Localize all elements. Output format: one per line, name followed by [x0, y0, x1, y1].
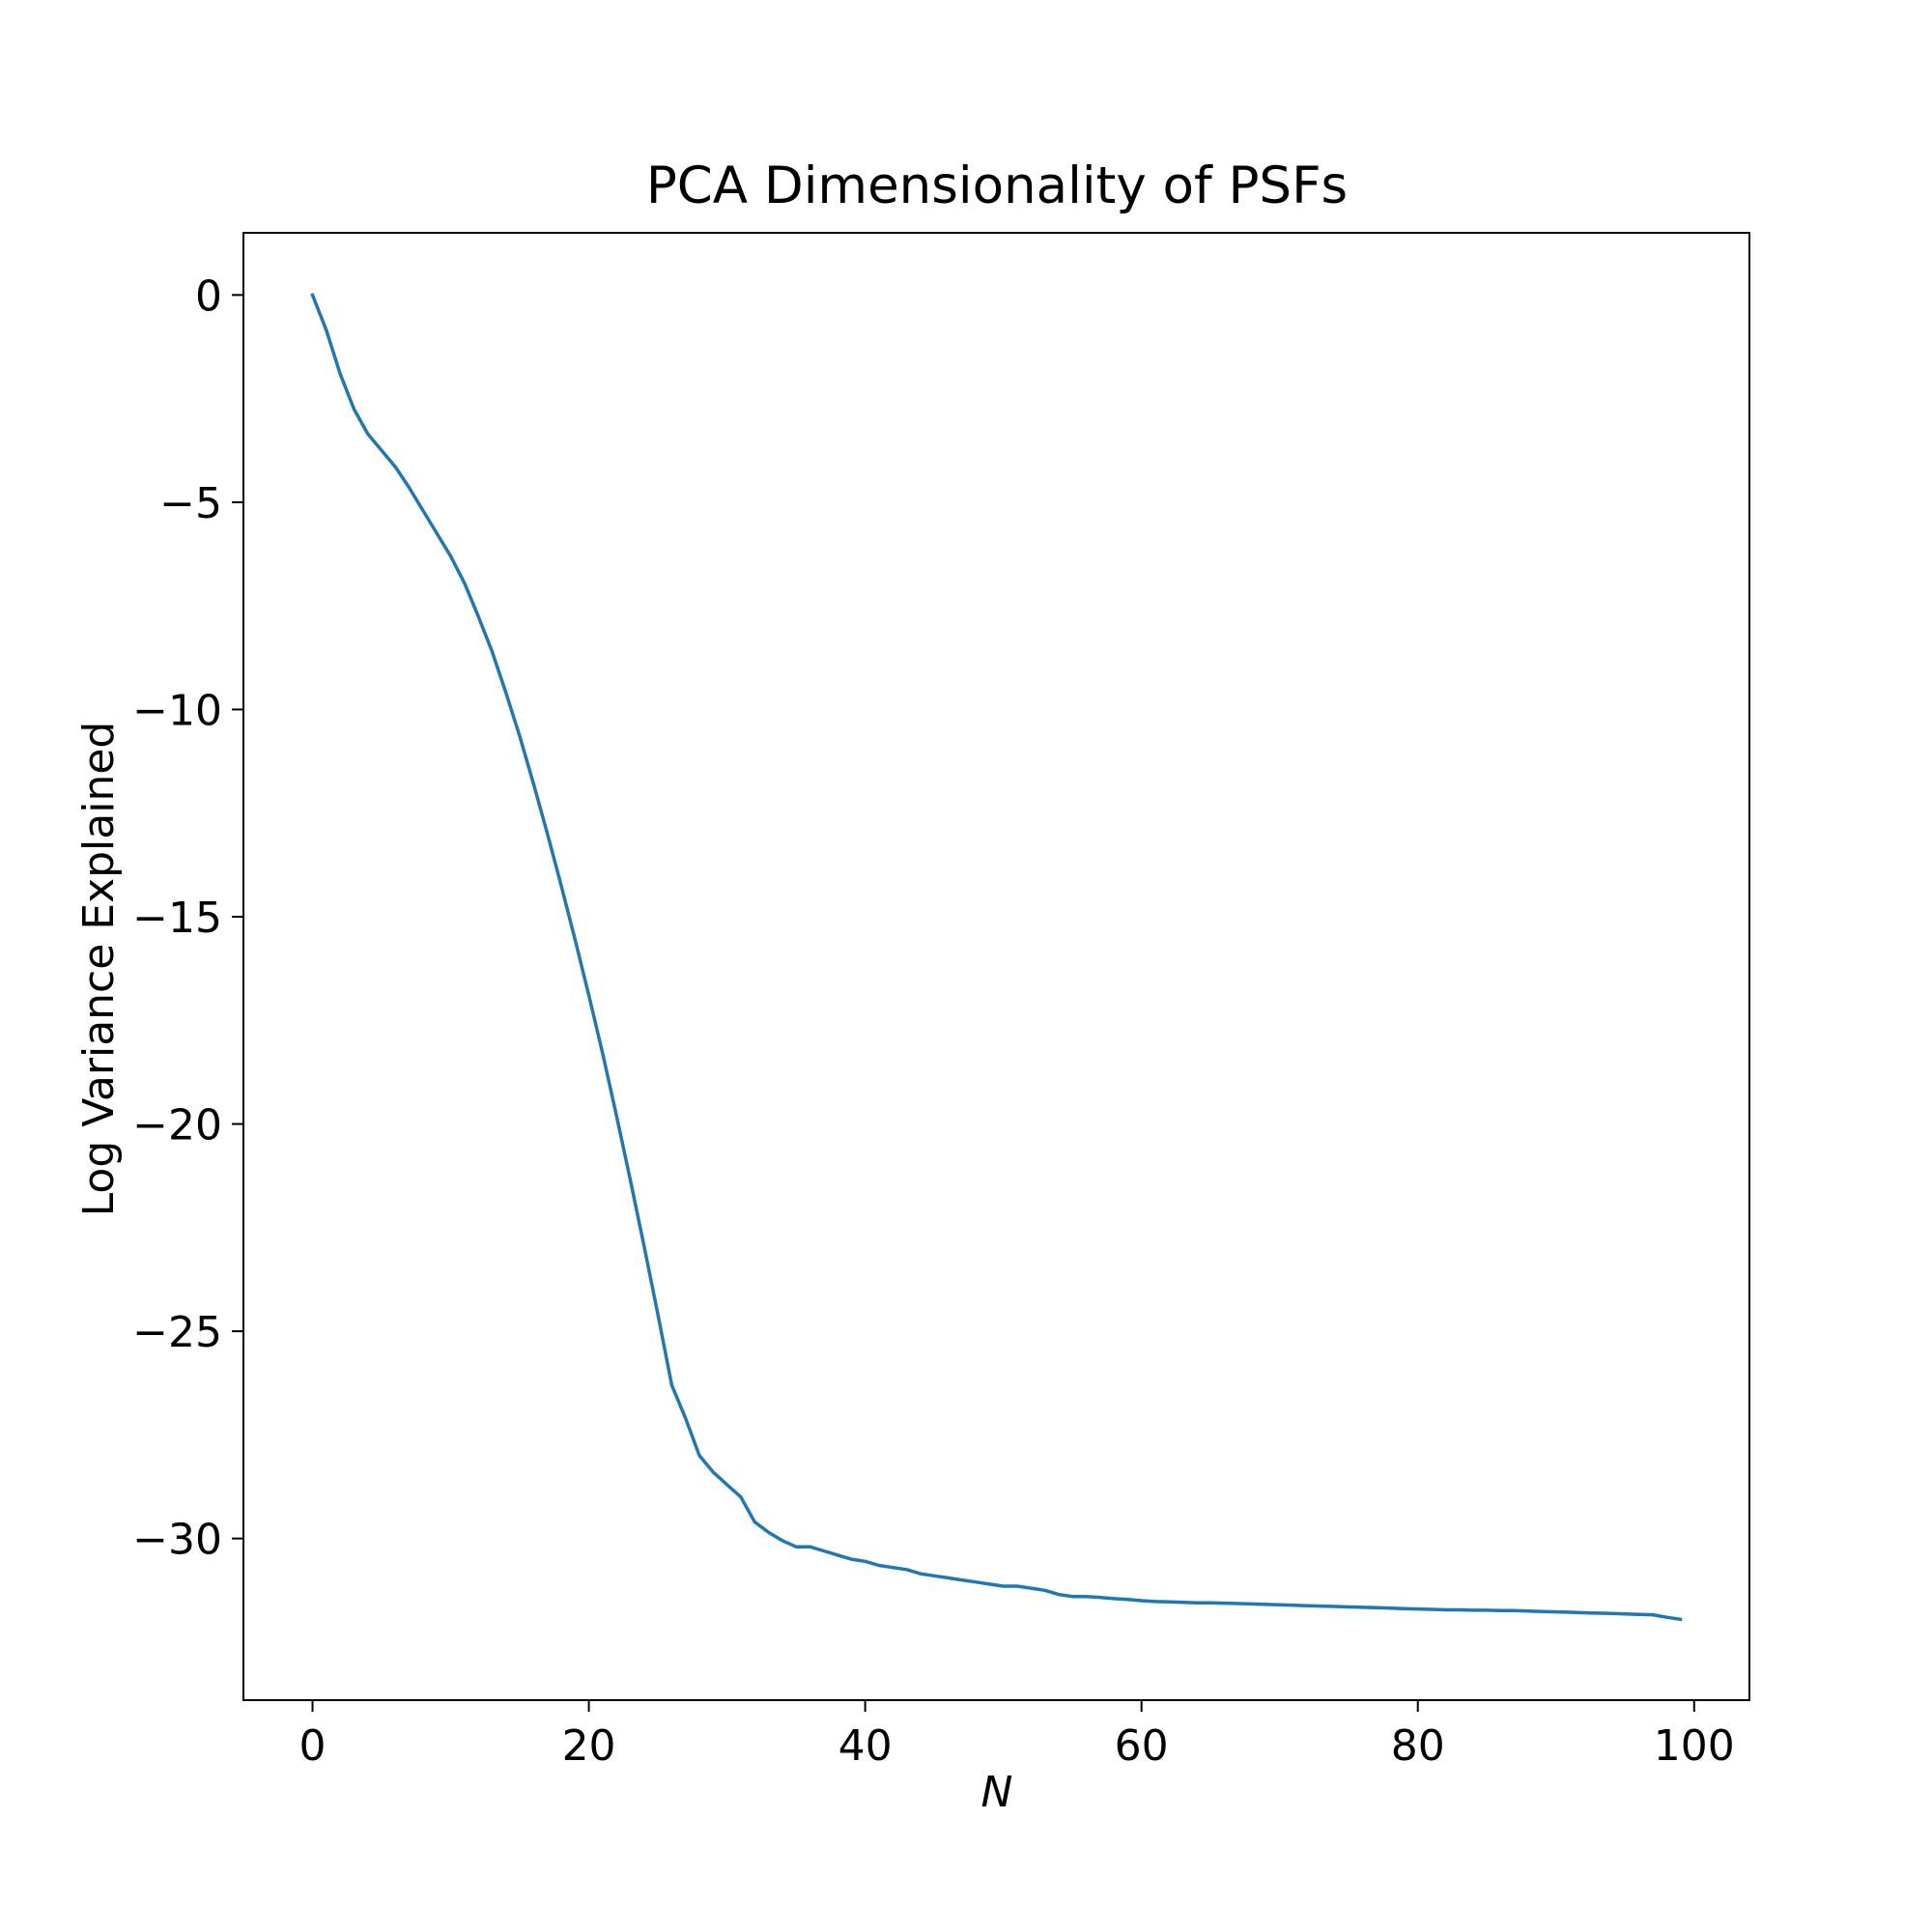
y-tick-label: −5: [159, 479, 222, 528]
chart-title: PCA Dimensionality of PSFs: [646, 156, 1348, 215]
y-tick-label: −20: [132, 1101, 222, 1151]
plot-frame: [242, 232, 1750, 1701]
x-tick-label: 20: [562, 1721, 616, 1771]
plot-area: 0 20 40 60 80 100 0 −5 −10 −15 −20 −25 −30: [132, 232, 1750, 1771]
y-tick-label: −10: [132, 686, 222, 735]
y-tick-label: −30: [132, 1516, 222, 1565]
y-tick-label: −25: [132, 1308, 222, 1357]
x-tick-label: 100: [1654, 1721, 1735, 1771]
x-tick-label: 80: [1391, 1721, 1445, 1771]
series-line-0: [310, 293, 1683, 1622]
x-axis-label: N: [981, 1768, 1013, 1817]
y-tick-label: 0: [195, 271, 222, 321]
x-tick-label: 0: [299, 1721, 327, 1771]
y-axis-label: Log Variance Explained: [74, 722, 124, 1217]
y-tick-label: −15: [132, 894, 222, 943]
x-tick-label: 60: [1115, 1721, 1169, 1771]
x-tick-label: 40: [838, 1721, 893, 1771]
